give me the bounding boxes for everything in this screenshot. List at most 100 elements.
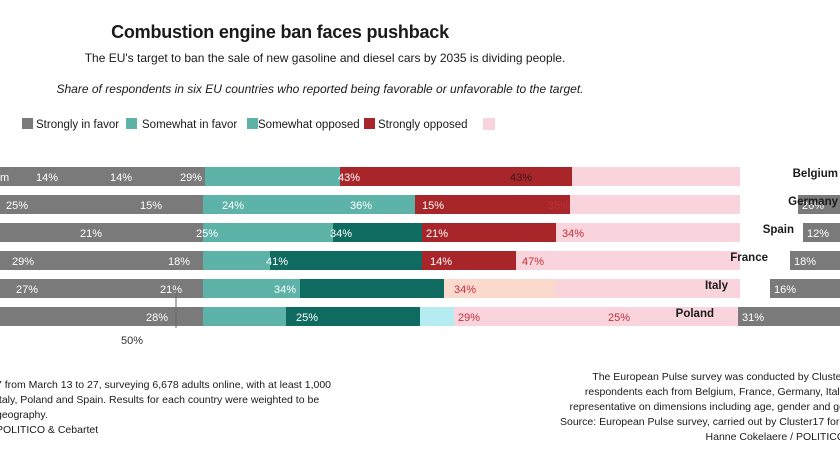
value-label: 18% xyxy=(168,256,190,268)
methodology-note-right: The European Pulse survey was conducted … xyxy=(560,370,840,445)
value-label: 47% xyxy=(522,256,544,268)
note-left-line: POLITICO & Cebartet xyxy=(0,424,99,436)
value-label: 15% xyxy=(422,200,444,212)
right-value-label: 16% xyxy=(774,284,796,296)
value-label: 29% xyxy=(180,172,202,184)
legend-swatch xyxy=(22,118,33,129)
methodology-note-left: 7 from March 13 to 27, surveying 6,678 a… xyxy=(0,378,356,438)
note-right-line: The European Pulse survey was conducted … xyxy=(592,371,840,383)
note-right-line: representative on dimensions including a… xyxy=(569,401,840,413)
bar-segment xyxy=(422,251,516,270)
value-label: 25% xyxy=(296,312,318,324)
value-label: 34% xyxy=(562,228,584,240)
bar-segment xyxy=(333,223,422,242)
value-label: 43% xyxy=(510,172,532,184)
legend-swatch xyxy=(126,118,137,129)
right-bar-segment xyxy=(803,223,840,242)
bar-segment xyxy=(203,279,300,298)
bar-segment xyxy=(454,307,740,326)
value-label: 24% xyxy=(222,200,244,212)
chart-subtitle: The EU's target to ban the sale of new g… xyxy=(84,51,566,65)
value-label: 34% xyxy=(274,284,296,296)
country-label: France xyxy=(730,252,768,264)
bar-segment xyxy=(422,223,556,242)
value-label: 34% xyxy=(454,284,476,296)
right-value-label: 31% xyxy=(742,312,764,324)
note-left-line: Italy, Poland and Spain. Results for eac… xyxy=(0,394,320,406)
legend-label: Somewhat in favor xyxy=(142,119,237,131)
bar-segment xyxy=(556,223,740,242)
chart-title: Combustion engine ban faces pushback xyxy=(111,22,449,42)
value-label: 14% xyxy=(36,172,58,184)
right-value-label: 12% xyxy=(807,228,829,240)
value-label: 41% xyxy=(266,256,288,268)
right-bar-segment xyxy=(790,251,840,270)
note-right-line: Source: European Pulse survey, carried o… xyxy=(560,416,840,428)
value-label: 29% xyxy=(458,312,480,324)
chart-description: Share of respondents in six EU countries… xyxy=(56,82,584,96)
value-label: 21% xyxy=(160,284,182,296)
bar-segment xyxy=(286,307,420,326)
bar-segment xyxy=(203,307,286,326)
legend-label: Strongly in favor xyxy=(36,119,119,131)
note-right-line: Hanne Cokelaere / POLITICO xyxy=(705,431,840,443)
value-label: 14% xyxy=(110,172,132,184)
value-label: 21% xyxy=(426,228,448,240)
stacked-bar-chart: Strongly in favor Somewhat in favor Somewh… xyxy=(0,118,840,347)
bar-segment xyxy=(444,279,556,298)
note-right-line: respondents each from Belgium, France, G… xyxy=(584,386,840,398)
axis-label: 50% xyxy=(121,335,143,347)
bar-segment xyxy=(203,223,333,242)
value-label: 43% xyxy=(338,172,360,184)
country-label: Italy xyxy=(705,280,729,292)
bar-segment xyxy=(420,307,454,326)
country-labels-group: Belgium Germany Spain France Italy Poland xyxy=(676,168,839,320)
legend-swatch xyxy=(364,118,375,129)
right-bar-segment xyxy=(770,279,840,298)
bar-segment xyxy=(0,195,203,214)
legend-label: Somewhat opposed xyxy=(258,119,360,131)
right-bar-segment xyxy=(738,307,840,326)
value-label: 25% xyxy=(6,200,28,212)
bar-segment xyxy=(0,167,205,186)
note-left-line: geography. xyxy=(0,409,48,421)
bar-segment xyxy=(516,251,740,270)
bar-segment xyxy=(0,223,203,242)
right-value-label: 18% xyxy=(794,256,816,268)
bar-segment xyxy=(203,251,270,270)
country-label: Spain xyxy=(763,224,794,236)
bar-segment xyxy=(0,307,203,326)
country-label: Poland xyxy=(676,308,714,320)
bar-segment xyxy=(205,167,340,186)
value-label: 36% xyxy=(350,200,372,212)
right-bar-segment xyxy=(798,195,840,214)
value-label: 34% xyxy=(330,228,352,240)
value-label: 14% xyxy=(430,256,452,268)
value-label: 25% xyxy=(608,312,630,324)
bar-segment xyxy=(0,251,203,270)
note-left-line: 7 from March 13 to 27, surveying 6,678 a… xyxy=(0,379,332,391)
bar-segment xyxy=(0,279,203,298)
bars-group xyxy=(0,167,840,326)
right-value-label: 26% xyxy=(802,200,824,212)
labels-group: m 14% 14% 29% 43% 43% 25% 15% 24% 36% 15% 35% 26% 21%… xyxy=(0,172,829,324)
value-label: 25% xyxy=(196,228,218,240)
value-label: 27% xyxy=(16,284,38,296)
bar-segment xyxy=(556,279,740,298)
value-label: 15% xyxy=(140,200,162,212)
legend-swatch xyxy=(247,118,258,129)
bar-segment xyxy=(270,251,422,270)
bar-segment xyxy=(570,195,740,214)
value-label: 35% xyxy=(548,200,570,212)
bar-segment xyxy=(340,167,572,186)
value-label: 28% xyxy=(146,312,168,324)
legend: Strongly in favor Somewhat in favor Somewh… xyxy=(22,118,495,131)
country-label: Germany xyxy=(788,196,838,208)
legend-label: Strongly opposed xyxy=(378,119,468,131)
bar-segment xyxy=(300,279,444,298)
value-label: 29% xyxy=(12,256,34,268)
bar-segment xyxy=(572,167,740,186)
country-label: Belgium xyxy=(793,168,838,180)
legend-swatch xyxy=(483,118,495,130)
bar-segment xyxy=(203,195,415,214)
